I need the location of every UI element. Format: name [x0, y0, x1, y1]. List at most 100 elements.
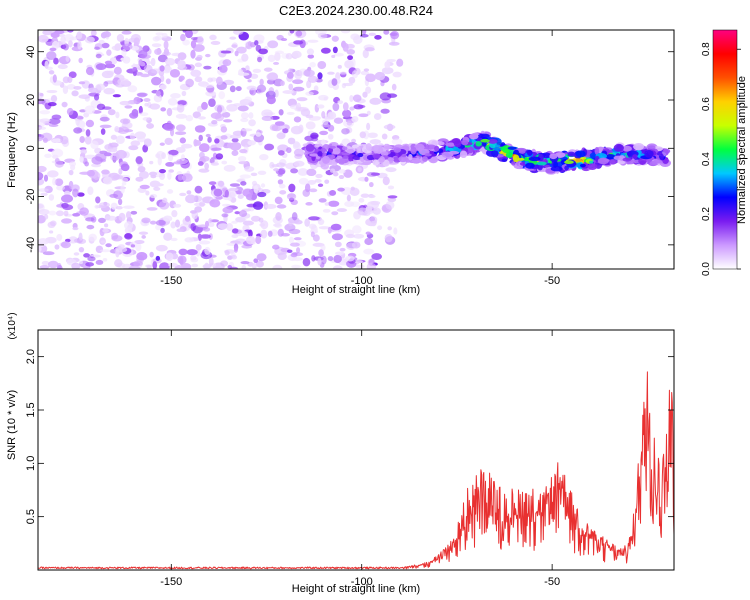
heatmap-noise-cell: [163, 40, 169, 50]
heatmap-noise-cell: [277, 150, 285, 156]
heatmap-noise-cell: [293, 116, 302, 123]
heatmap-noise-cell: [342, 109, 352, 118]
heatmap-signal-cell: [554, 152, 566, 158]
heatmap-noise-cell: [293, 40, 304, 45]
heatmap-noise-cell: [85, 217, 95, 222]
heatmap-noise-cell: [241, 128, 253, 132]
heatmap-noise-cell: [73, 252, 80, 256]
heatmap-noise-cell: [165, 252, 174, 262]
heatmap-noise-cell: [115, 135, 125, 144]
heatmap-noise-cell: [396, 58, 404, 67]
heatmap-noise-cell: [182, 39, 190, 46]
heatmap-signal-cell: [633, 142, 645, 151]
heatmap-signal-cell: [517, 157, 525, 161]
heatmap-noise-cell: [117, 78, 130, 85]
heatmap-signal-cell: [362, 161, 372, 166]
heatmap-noise-cell: [114, 125, 120, 133]
heatmap-noise-cell: [130, 244, 136, 248]
heatmap-noise-cell: [282, 128, 289, 134]
heatmap-noise-cell: [157, 156, 162, 166]
heatmap-noise-cell: [149, 171, 158, 177]
heatmap-noise-cell: [118, 168, 123, 175]
heatmap-noise-cell: [351, 115, 359, 123]
heatmap-noise-cell: [113, 66, 122, 75]
heatmap-noise-cell: [170, 93, 181, 99]
heatmap-noise-cell: [190, 49, 196, 59]
heatmap-noise-cell: [153, 186, 161, 191]
heatmap-noise-cell: [161, 32, 168, 39]
heatmap-noise-cell: [248, 112, 254, 119]
heatmap-signal-cell: [408, 153, 413, 161]
heatmap-noise-cell: [237, 194, 244, 199]
heatmap-noise-cell: [140, 73, 150, 78]
heatmap-noise-cell: [255, 235, 262, 245]
heatmap-noise-cell: [180, 154, 186, 162]
y-tick-label: -20: [25, 189, 37, 205]
heatmap-noise-cell: [274, 223, 283, 228]
heatmap-noise-cell: [360, 70, 369, 76]
heatmap-noise-cell: [125, 211, 132, 220]
heatmap-noise-cell: [267, 54, 276, 63]
heatmap-signal-cell: [622, 157, 632, 162]
heatmap-noise-cell: [231, 137, 239, 143]
heatmap-noise-cell: [63, 210, 69, 217]
heatmap-noise-cell: [259, 153, 269, 161]
heatmap-noise-cell: [331, 78, 338, 86]
heatmap-noise-cell: [84, 36, 95, 44]
heatmap-noise-cell: [96, 103, 106, 111]
heatmap-noise-cell: [247, 140, 256, 146]
heatmap-noise-cell: [346, 242, 356, 250]
heatmap-noise-cell: [101, 70, 114, 79]
heatmap-noise-cell: [181, 90, 187, 97]
heatmap-noise-cell: [331, 54, 336, 58]
heatmap-noise-cell: [199, 156, 210, 162]
heatmap-noise-cell: [293, 160, 305, 167]
heatmap-noise-cell: [304, 218, 311, 227]
heatmap-noise-cell: [41, 260, 50, 266]
snr-multiplier: (x10⁴): [7, 312, 18, 339]
heatmap-signal-cell: [507, 146, 517, 150]
heatmap-noise-cell: [365, 231, 371, 235]
heatmap-signal-cell: [564, 160, 574, 165]
colorbar: 0.0 0.2 0.4 0.6 0.8 Normalized spectral ampl…: [701, 29, 748, 276]
x-tick-label: -100: [351, 275, 373, 287]
heatmap-noise-cell: [364, 47, 375, 52]
heatmap-noise-cell: [350, 186, 355, 191]
heatmap-noise-cell: [162, 197, 168, 204]
heatmap-noise-cell: [377, 225, 383, 231]
heatmap-noise-cell: [196, 223, 207, 228]
heatmap-noise-cell: [208, 257, 214, 267]
heatmap-noise-cell: [272, 264, 283, 269]
y-tick-label: 0: [25, 145, 37, 151]
heatmap-noise-cell: [370, 200, 381, 206]
heatmap-noise-cell: [38, 245, 42, 253]
heatmap-signal-cell: [383, 145, 393, 150]
heatmap-noise-cell: [185, 30, 193, 39]
heatmap-noise-cell: [278, 183, 286, 189]
heatmap-noise-cell: [313, 85, 319, 92]
heatmap-noise-cell: [146, 264, 152, 269]
heatmap-noise-cell: [51, 148, 64, 158]
heatmap-noise-cell: [236, 46, 247, 54]
heatmap-noise-cell: [257, 191, 267, 198]
heatmap-noise-cell: [121, 182, 127, 186]
heatmap-noise-cell: [339, 247, 346, 252]
heatmap-noise-cell: [129, 112, 139, 119]
heatmap-noise-cell: [90, 140, 99, 150]
heatmap-noise-cell: [76, 115, 84, 120]
heatmap-noise-cell: [73, 85, 82, 90]
heatmap-noise-cell: [322, 208, 331, 213]
heatmap-noise-cell: [261, 115, 274, 122]
heatmap-noise-cell: [38, 238, 49, 245]
heatmap-noise-cell: [171, 209, 178, 218]
heatmap-noise-cell: [315, 173, 323, 179]
heatmap-noise-cell: [177, 60, 186, 69]
heatmap-noise-cell: [261, 109, 273, 118]
heatmap-noise-cell: [297, 168, 309, 176]
heatmap-noise-cell: [178, 75, 185, 81]
heatmap-signal-cell: [421, 156, 428, 162]
heatmap-noise-cell: [99, 249, 111, 253]
heatmap-noise-cell: [235, 86, 242, 92]
heatmap-noise-cell: [43, 214, 49, 220]
heatmap-noise-cell: [365, 73, 377, 83]
